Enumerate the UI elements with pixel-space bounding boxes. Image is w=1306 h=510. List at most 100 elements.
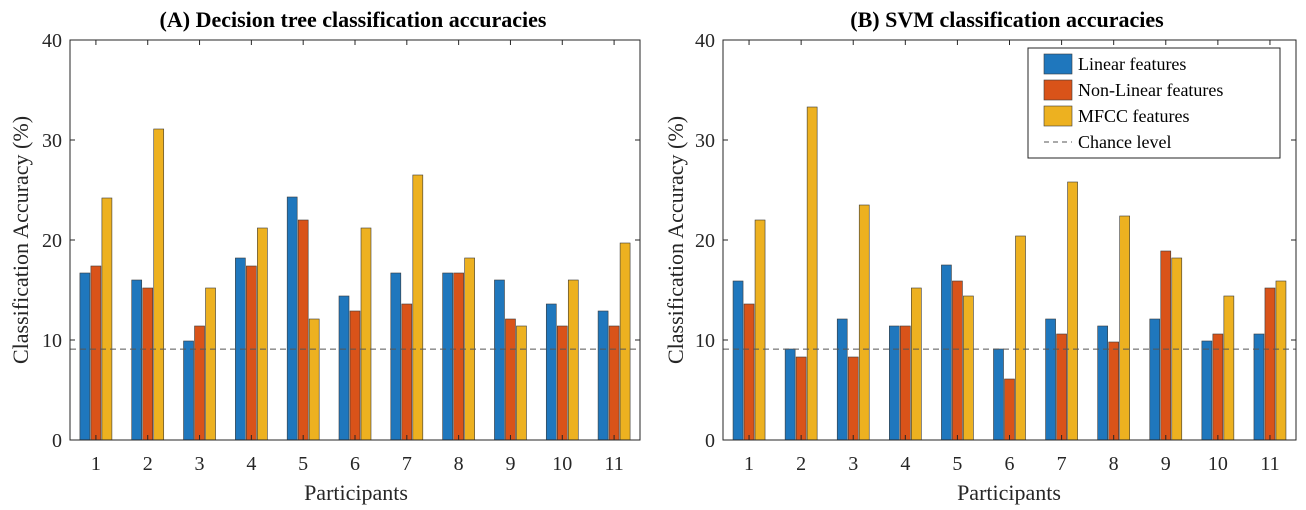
bar-linear-features-p3 [183, 340, 194, 441]
y-tick-label: 40 [42, 30, 62, 52]
y-tick-label: 30 [695, 130, 715, 152]
bar-non-linear-features-p5 [952, 280, 963, 441]
bar-non-linear-features-p7 [1056, 333, 1067, 441]
bar-linear-features-p3 [836, 318, 848, 441]
x-tick-label: 3 [848, 453, 858, 475]
bar-linear-features-p6 [338, 295, 350, 441]
bar-mfcc-features-p10 [567, 279, 579, 441]
x-axis-label: Participants [957, 480, 1061, 505]
bar-linear-features-p7 [390, 272, 402, 441]
bar-linear-features-p8 [442, 272, 453, 441]
bar-mfcc-features-p2 [153, 128, 165, 441]
panel-svm: (B) SVM classification accuracies Classi… [663, 7, 1297, 505]
x-tick-label: 9 [1161, 453, 1171, 475]
tick-group: 1 2 3 4 5 6 7 8 9 10 11 0 10 20 30 40 [42, 30, 640, 475]
bar-mfcc-features-p9 [516, 325, 527, 441]
y-tick-label: 0 [705, 430, 715, 452]
bar-linear-features-p10 [545, 303, 557, 441]
bar-linear-features-p5 [286, 196, 298, 441]
legend-label-linear: Linear features [1078, 54, 1186, 74]
bar-linear-features-p10 [1201, 340, 1213, 441]
bar-non-linear-features-p8 [1108, 341, 1119, 441]
bar-non-linear-features-p1 [90, 265, 102, 441]
bar-linear-features-p9 [1149, 318, 1161, 441]
x-tick-label: 8 [1109, 453, 1119, 475]
bar-non-linear-features-p6 [349, 310, 361, 441]
x-tick-label: 5 [952, 453, 962, 475]
legend-swatch-nonlinear [1043, 79, 1073, 101]
bar-group [79, 128, 631, 441]
bar-non-linear-features-p4 [246, 265, 257, 441]
bar-mfcc-features-p5 [963, 295, 974, 441]
y-tick-label: 0 [52, 430, 62, 452]
bar-non-linear-features-p11 [1264, 287, 1276, 441]
bar-mfcc-features-p3 [858, 204, 870, 441]
bar-non-linear-features-p9 [1160, 250, 1172, 441]
bar-mfcc-features-p4 [257, 227, 268, 441]
bar-linear-features-p2 [784, 348, 796, 441]
bar-non-linear-features-p10 [556, 325, 568, 441]
x-tick-label: 1 [91, 453, 101, 475]
bar-non-linear-features-p10 [1212, 333, 1224, 441]
x-tick-label: 2 [143, 453, 153, 475]
bar-linear-features-p8 [1097, 325, 1108, 441]
x-tick-label: 11 [1260, 453, 1279, 475]
bar-non-linear-features-p8 [453, 272, 464, 441]
x-tick-label: 3 [195, 453, 205, 475]
bar-linear-features-p9 [494, 279, 505, 441]
bar-non-linear-features-p1 [743, 303, 755, 441]
x-tick-label: 4 [246, 453, 256, 475]
x-tick-label: 9 [505, 453, 515, 475]
bar-mfcc-features-p8 [1119, 215, 1130, 441]
bar-linear-features-p4 [889, 325, 900, 441]
bar-mfcc-features-p3 [205, 287, 216, 441]
x-tick-label: 10 [1208, 453, 1228, 475]
legend-swatch-mfcc [1043, 105, 1073, 127]
x-axis-label: Participants [304, 480, 408, 505]
bar-linear-features-p7 [1045, 318, 1056, 441]
bar-linear-features-p11 [597, 310, 609, 441]
bar-non-linear-features-p2 [795, 356, 807, 441]
x-tick-label: 7 [1057, 453, 1067, 475]
bar-non-linear-features-p4 [900, 325, 911, 441]
y-tick-label: 20 [695, 230, 715, 252]
bar-non-linear-features-p2 [142, 287, 154, 441]
bar-mfcc-features-p10 [1223, 295, 1235, 441]
x-tick-label: 6 [1005, 453, 1015, 475]
x-tick-label: 11 [604, 453, 623, 475]
x-tick-label: 4 [900, 453, 910, 475]
bar-mfcc-features-p7 [1067, 181, 1078, 441]
legend-label-chance: Chance level [1078, 132, 1171, 152]
bar-non-linear-features-p6 [1004, 378, 1015, 441]
bar-mfcc-features-p5 [308, 318, 320, 441]
bar-linear-features-p5 [941, 264, 952, 441]
legend: Linear features Non-Linear features MFCC… [1027, 47, 1281, 159]
y-tick-label: 30 [42, 130, 62, 152]
chart-title: (A) Decision tree classification accurac… [160, 7, 547, 32]
bar-mfcc-features-p2 [806, 106, 818, 441]
x-tick-label: 1 [744, 453, 754, 475]
bar-non-linear-features-p3 [847, 356, 859, 441]
legend-label-mfcc: MFCC features [1078, 106, 1190, 126]
bar-non-linear-features-p9 [505, 318, 516, 441]
legend-swatch-linear [1043, 53, 1073, 75]
tick-group: 1 2 3 4 5 6 7 8 9 10 11 0 10 20 30 40 [695, 30, 1296, 475]
x-tick-label: 5 [298, 453, 308, 475]
y-axis-label: Classification Accuracy (%) [8, 116, 33, 364]
bar-linear-features-p6 [993, 348, 1004, 441]
bar-non-linear-features-p11 [608, 325, 620, 441]
bar-mfcc-features-p7 [412, 174, 424, 441]
bar-non-linear-features-p5 [297, 219, 309, 441]
y-tick-label: 20 [42, 230, 62, 252]
bar-linear-features-p11 [1253, 333, 1265, 441]
x-tick-label: 10 [552, 453, 572, 475]
y-tick-label: 10 [42, 330, 62, 352]
bar-mfcc-features-p1 [101, 197, 113, 441]
y-axis-label: Classification Accuracy (%) [663, 116, 688, 364]
legend-label-nonlinear: Non-Linear features [1078, 80, 1223, 100]
x-tick-label: 6 [350, 453, 360, 475]
bar-mfcc-features-p6 [360, 227, 372, 441]
panel-decision-tree: (A) Decision tree classification accurac… [8, 7, 641, 505]
bar-mfcc-features-p11 [1275, 280, 1287, 441]
